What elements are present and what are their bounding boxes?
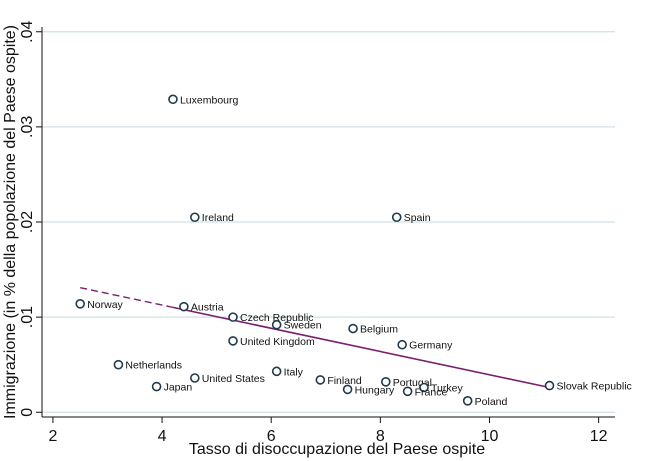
point-label: Spain (404, 212, 431, 224)
point-label: United Kingdom (240, 336, 315, 348)
point-label: Germany (409, 340, 453, 352)
x-axis-label: Tasso di disoccupazione del Paese ospite (189, 441, 485, 458)
data-point (228, 312, 238, 322)
data-point (168, 94, 178, 105)
data-point (271, 319, 282, 330)
data-point (228, 336, 238, 346)
x-tick-label: 12 (590, 428, 608, 445)
data-point (380, 377, 391, 387)
y-tick-label: .01 (19, 306, 36, 328)
x-tick-label: 2 (48, 428, 57, 445)
point-label: Japan (164, 382, 193, 394)
data-point (179, 301, 189, 312)
fit-line-dashed (80, 286, 174, 309)
point-label: Italy (284, 366, 304, 378)
point-label: France (415, 386, 448, 398)
data-point (348, 323, 358, 334)
point-label: Poland (475, 396, 508, 408)
x-tick-label: 8 (376, 428, 385, 445)
point-label: Luxembourg (180, 94, 239, 106)
point-label: Slovak Republic (557, 381, 632, 393)
point-label: Sweden (284, 320, 322, 332)
point-label: Netherlands (125, 360, 182, 372)
axes: .04 .03 .02 .01 0 2 4 6 8 10 12 (19, 21, 615, 445)
data-point (190, 373, 200, 383)
point-label: Austria (191, 302, 224, 314)
data-point (190, 212, 200, 223)
data-point (462, 396, 473, 406)
point-label: United States (202, 373, 265, 385)
point-label: Finland (327, 375, 362, 387)
x-tick-label: 6 (267, 428, 276, 445)
x-tick-label: 4 (158, 428, 167, 445)
data-point (391, 212, 402, 223)
data-point (342, 384, 353, 395)
point-label: Ireland (202, 212, 234, 224)
y-tick-label: 0 (19, 408, 36, 417)
data-point (544, 380, 555, 391)
data-point (151, 381, 162, 392)
data-point (113, 359, 124, 370)
y-axis-label: Immigrazione (in % della popolazione del… (2, 25, 19, 419)
data-point (397, 339, 407, 350)
y-tick-label: .02 (19, 211, 36, 233)
point-label: Norway (87, 299, 123, 311)
data-point (402, 386, 413, 397)
data-point (271, 366, 282, 377)
point-label: Czech Republic (240, 312, 314, 324)
y-tick-label: .03 (19, 116, 36, 138)
x-tick-label: 10 (481, 428, 499, 445)
point-label: Hungary (355, 384, 395, 396)
y-tick-label: .04 (19, 21, 36, 43)
point-label: Turkey (431, 383, 463, 395)
point-label: Belgium (360, 324, 398, 336)
data-point (315, 375, 326, 385)
data-points: Luxembourg Ireland Spain Norway Austria Czech… (75, 94, 632, 408)
gridlines (42, 31, 615, 413)
data-point (75, 299, 85, 309)
data-point (419, 382, 429, 393)
